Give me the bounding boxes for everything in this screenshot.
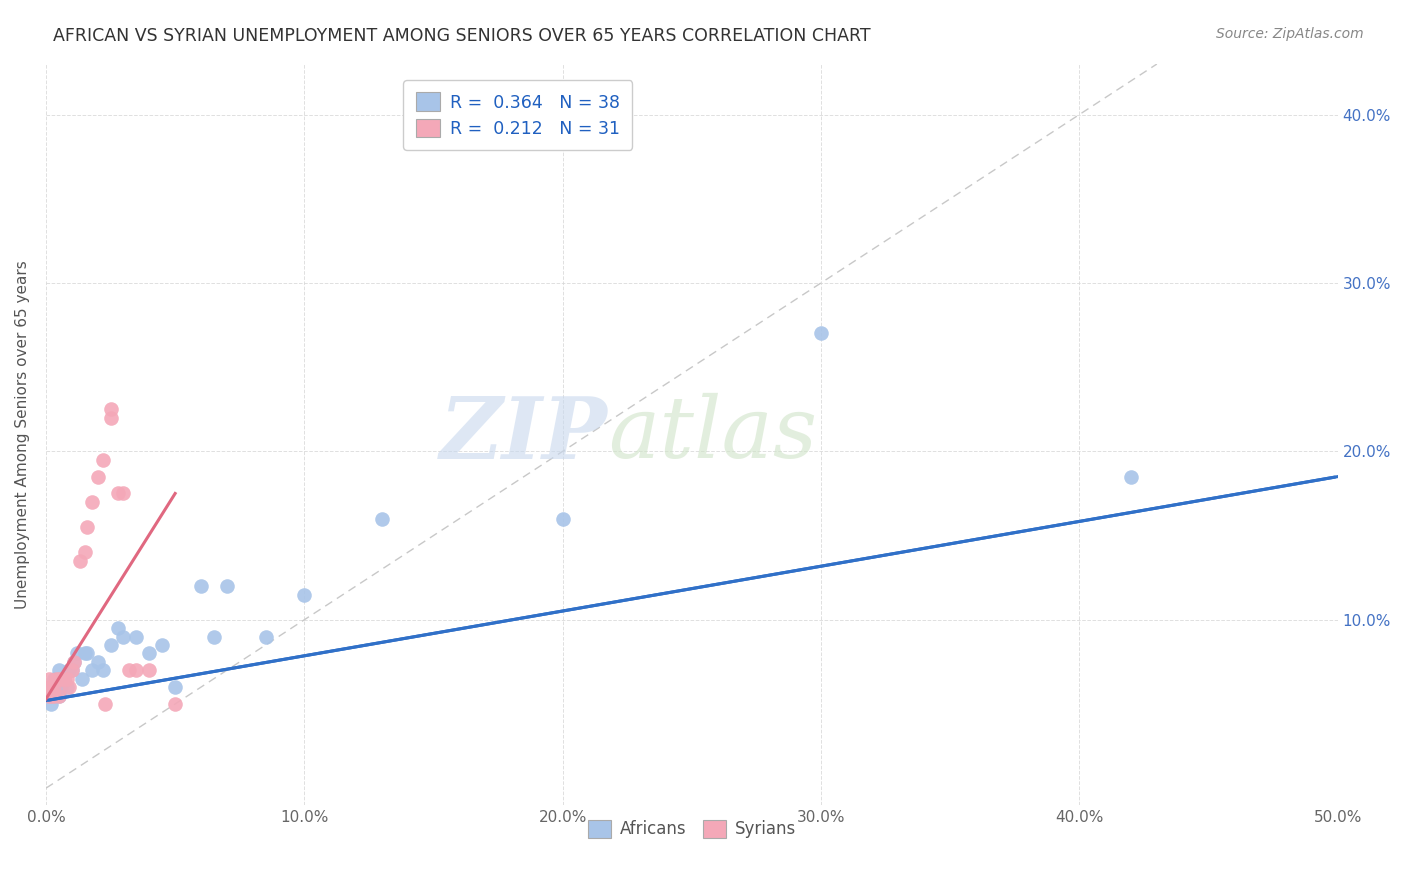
Point [51, 672, 73, 686]
Text: Source: ZipAtlas.com: Source: ZipAtlas.com [1216, 27, 1364, 41]
Point [117, 663, 139, 677]
Point [48, 672, 70, 686]
Point [125, 630, 148, 644]
Point [55, 672, 77, 686]
Point [76, 520, 98, 534]
Point [100, 410, 122, 425]
Y-axis label: Unemployment Among Seniors over 65 years: Unemployment Among Seniors over 65 years [15, 260, 30, 609]
Point [39, 689, 62, 703]
Point [202, 630, 225, 644]
Point [86, 655, 108, 669]
Point [38, 680, 60, 694]
Point [39, 697, 62, 711]
Point [371, 512, 394, 526]
Point [73, 647, 96, 661]
Point [58, 663, 80, 677]
Point [45, 672, 67, 686]
Point [100, 402, 122, 417]
Point [53, 672, 76, 686]
Point [39, 680, 62, 694]
Point [165, 697, 187, 711]
Point [82, 495, 104, 509]
Point [107, 486, 129, 500]
Point [254, 630, 277, 644]
Point [66, 647, 89, 661]
Point [38, 689, 60, 703]
Point [53, 672, 76, 686]
Point [91, 452, 114, 467]
Point [70, 672, 93, 686]
Point [60, 663, 83, 677]
Point [86, 469, 108, 483]
Point [165, 680, 187, 694]
Point [58, 680, 80, 694]
Text: atlas: atlas [607, 393, 817, 475]
Point [48, 689, 70, 703]
Point [810, 326, 832, 341]
Point [82, 663, 104, 677]
Point [215, 579, 238, 593]
Point [38, 672, 60, 686]
Point [76, 647, 98, 661]
Point [60, 663, 83, 677]
Point [42, 689, 65, 703]
Point [138, 663, 160, 677]
Point [107, 621, 129, 635]
Point [51, 680, 73, 694]
Point [48, 689, 70, 703]
Text: AFRICAN VS SYRIAN UNEMPLOYMENT AMONG SENIORS OVER 65 YEARS CORRELATION CHART: AFRICAN VS SYRIAN UNEMPLOYMENT AMONG SEN… [53, 27, 872, 45]
Point [91, 663, 114, 677]
Point [112, 630, 135, 644]
Point [38, 680, 60, 694]
Point [150, 638, 173, 652]
Point [551, 512, 574, 526]
Point [73, 545, 96, 559]
Point [1119, 469, 1142, 483]
Point [125, 663, 148, 677]
Point [190, 579, 212, 593]
Point [94, 697, 117, 711]
Point [42, 680, 65, 694]
Point [38, 689, 60, 703]
Point [69, 554, 91, 568]
Point [292, 587, 315, 601]
Point [63, 655, 86, 669]
Point [112, 486, 135, 500]
Point [138, 647, 160, 661]
Point [48, 663, 70, 677]
Point [42, 689, 65, 703]
Legend: Africans, Syrians: Africans, Syrians [581, 813, 803, 845]
Point [42, 672, 65, 686]
Point [63, 655, 86, 669]
Text: ZIP: ZIP [440, 392, 607, 476]
Point [39, 680, 62, 694]
Point [55, 680, 77, 694]
Point [100, 638, 122, 652]
Point [45, 680, 67, 694]
